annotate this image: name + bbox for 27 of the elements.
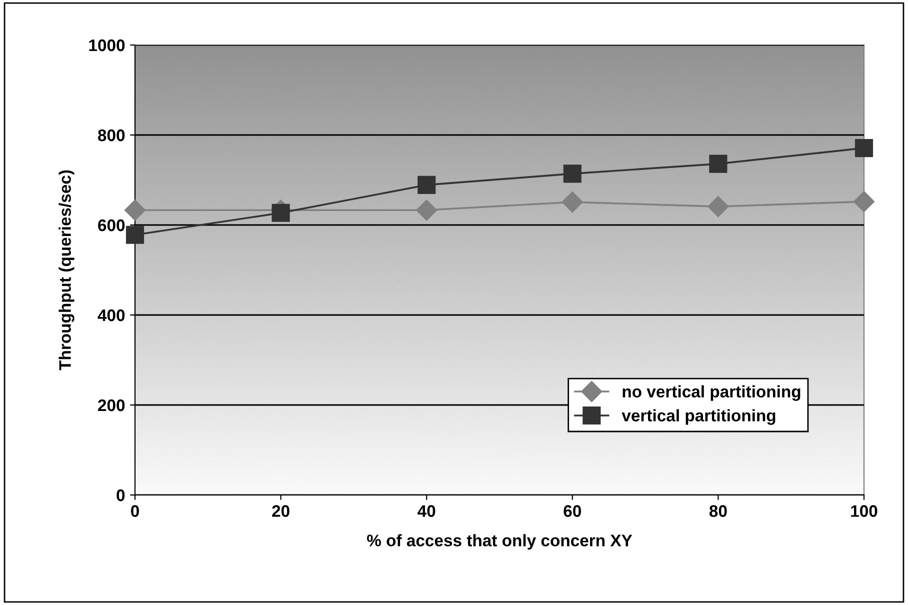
x-tick-label: 60 bbox=[564, 505, 581, 517]
y-tick-label: 800 bbox=[98, 129, 125, 142]
point bbox=[709, 154, 728, 173]
legend-label: vertical partitioning bbox=[622, 409, 776, 425]
y-tick-label: 0 bbox=[116, 489, 125, 502]
legend-label: no vertical partitioning bbox=[622, 385, 800, 401]
point bbox=[853, 191, 875, 212]
point bbox=[563, 164, 582, 183]
y-axis-title: Throughput (queries/sec) bbox=[58, 170, 74, 370]
y-tick-label: 200 bbox=[98, 399, 125, 412]
x-tick-label: 0 bbox=[131, 505, 139, 517]
y-tick-label: 1000 bbox=[89, 39, 125, 52]
point bbox=[272, 204, 290, 222]
point bbox=[708, 196, 729, 218]
point bbox=[416, 200, 438, 221]
point bbox=[126, 226, 144, 244]
point bbox=[854, 139, 874, 158]
x-axis-title: % of access that only concern XY bbox=[367, 534, 632, 550]
x-tick-label: 80 bbox=[709, 505, 727, 517]
point bbox=[124, 200, 146, 221]
point bbox=[418, 176, 436, 194]
point bbox=[562, 192, 583, 213]
y-tick-label: 600 bbox=[98, 219, 125, 232]
x-tick-label: 100 bbox=[851, 505, 878, 517]
x-tick-label: 20 bbox=[272, 505, 290, 517]
y-tick-label: 400 bbox=[98, 309, 125, 322]
x-tick-label: 40 bbox=[418, 505, 436, 517]
